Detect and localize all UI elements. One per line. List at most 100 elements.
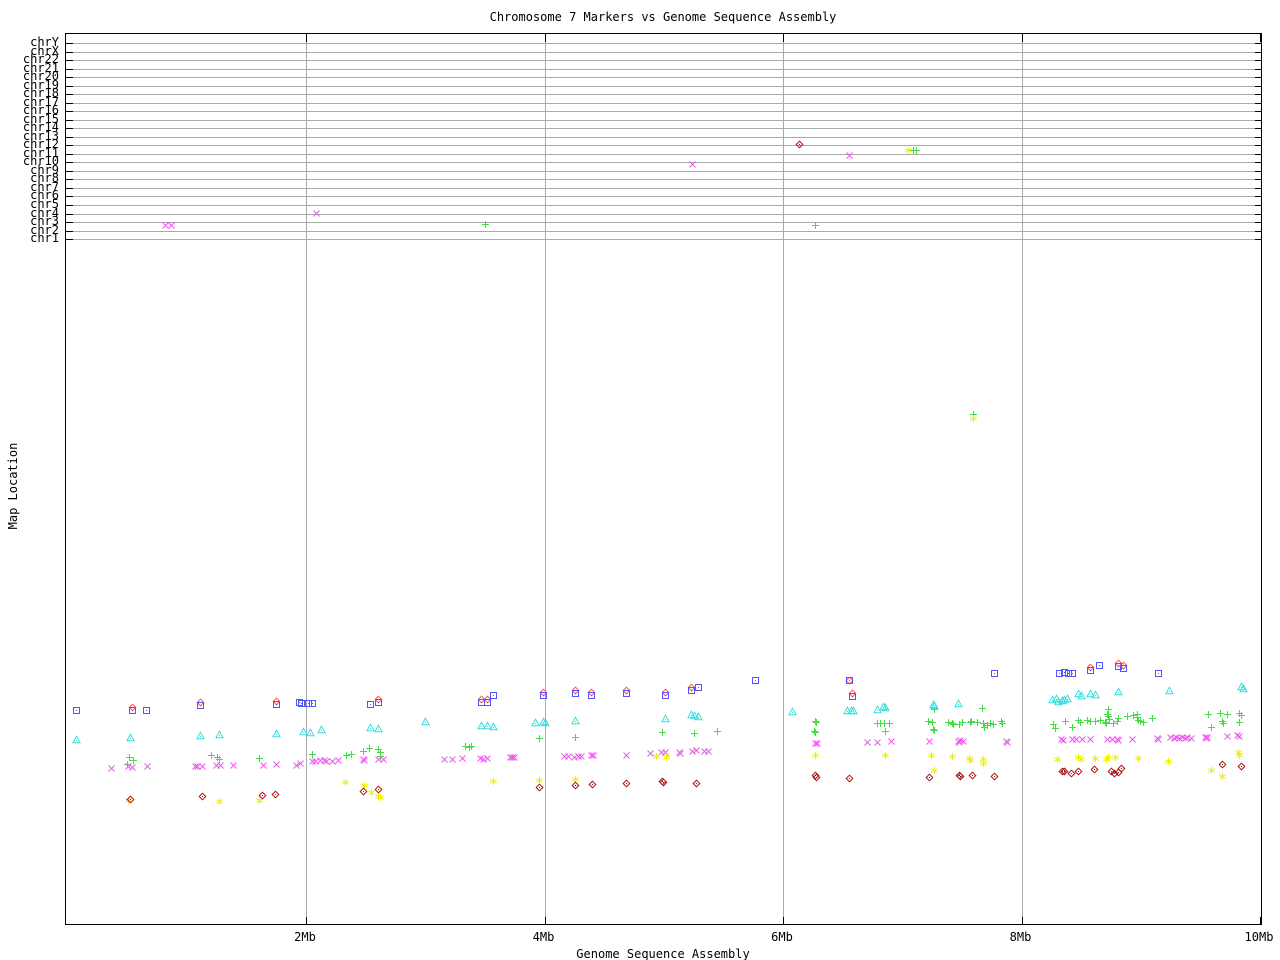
data-point-gm99-gb4 bbox=[571, 731, 580, 741]
data-point-tng bbox=[510, 751, 519, 761]
data-point-gm99-g3 bbox=[692, 777, 701, 788]
data-point-tng bbox=[379, 753, 388, 763]
chromosome-gridline bbox=[66, 239, 1261, 241]
data-point-gm99-gb4 bbox=[930, 724, 939, 734]
data-point-wi-yac bbox=[929, 698, 938, 708]
data-point-tng bbox=[887, 735, 896, 745]
data-point-gm99-g3 bbox=[588, 778, 597, 789]
data-point-gm99-g3 bbox=[126, 793, 135, 804]
data-point-tng bbox=[198, 760, 207, 770]
data-point-wi-yac bbox=[930, 699, 939, 709]
data-point-tng bbox=[448, 753, 457, 763]
chromosome-gridline bbox=[66, 94, 1261, 96]
data-point-tng bbox=[322, 755, 331, 765]
data-point-gm99-gb4 bbox=[1105, 713, 1114, 723]
data-point-wi-yac bbox=[214, 728, 224, 738]
data-point-gm99-gb4 bbox=[1076, 716, 1085, 726]
data-point-wi-yac bbox=[1165, 684, 1174, 694]
data-point-wi-yac bbox=[483, 719, 492, 729]
chromosome-label-chr21: chr21 bbox=[22, 60, 59, 75]
chromosome-gridline bbox=[66, 119, 1261, 121]
y-axis-label: Map Location bbox=[6, 442, 20, 530]
chromosome-gridline bbox=[66, 60, 1261, 62]
data-point-wi-rh bbox=[966, 754, 975, 764]
data-point-wi-yac bbox=[881, 701, 891, 711]
x-gridline bbox=[306, 34, 307, 924]
data-point-gm99-gb4 bbox=[347, 748, 356, 758]
y-axis-tick bbox=[66, 77, 73, 79]
data-point-wi-yac bbox=[690, 709, 700, 719]
data-point-wi-rh bbox=[662, 751, 671, 761]
y-axis-tick bbox=[1255, 136, 1262, 138]
chromosome-label-chr9: chr9 bbox=[30, 162, 59, 177]
chromosome-gridline bbox=[66, 136, 1261, 138]
chromosome-gridline bbox=[66, 204, 1261, 206]
chromosome-label-chr13: chr13 bbox=[22, 128, 59, 143]
data-point-gm99-gb4 bbox=[342, 749, 351, 759]
data-point-wi-yac bbox=[660, 712, 670, 722]
data-point-tng bbox=[589, 749, 598, 759]
data-point-tng bbox=[959, 735, 968, 745]
data-point-gm99-gb4 bbox=[1139, 716, 1148, 726]
data-point-marshfield bbox=[990, 667, 999, 677]
y-axis-tick bbox=[66, 102, 73, 104]
chromosome-gridline bbox=[66, 85, 1261, 87]
data-point-marshfield bbox=[489, 689, 498, 699]
data-point-tng bbox=[292, 759, 301, 769]
data-point-wi-yac bbox=[366, 721, 375, 731]
data-point-wi-yac bbox=[317, 723, 327, 733]
data-point-tng bbox=[259, 759, 268, 769]
data-point-wi-rh bbox=[360, 779, 369, 789]
data-point-tng bbox=[661, 746, 670, 756]
data-point-tng bbox=[1078, 733, 1087, 743]
data-point-gm99-gb4 bbox=[1148, 712, 1157, 722]
x-gridline bbox=[544, 34, 546, 924]
data-point-marshfield bbox=[661, 689, 670, 699]
y-axis-tick bbox=[66, 145, 73, 147]
data-point-tng bbox=[925, 735, 934, 745]
data-point-gm99-gb4 bbox=[998, 717, 1007, 727]
data-point-gm99-g3 bbox=[1074, 765, 1083, 776]
data-point-tng bbox=[1108, 733, 1117, 743]
chromosome-gridline bbox=[66, 111, 1261, 113]
chromosome-label-chr20: chr20 bbox=[22, 69, 59, 84]
data-point-tng bbox=[1114, 734, 1123, 744]
y-axis-tick bbox=[66, 239, 73, 241]
data-point-tng bbox=[692, 744, 701, 754]
chromosome-gridline bbox=[66, 179, 1261, 181]
data-point-tng bbox=[312, 207, 321, 217]
y-axis-tick bbox=[1255, 77, 1262, 79]
data-point-wi-rh bbox=[881, 749, 890, 759]
chromosome-label-chr15: chr15 bbox=[22, 111, 59, 126]
x-gridline bbox=[783, 34, 784, 924]
data-point-gm99-gb4 bbox=[810, 725, 819, 735]
y-axis-tick bbox=[66, 51, 73, 53]
y-axis-tick bbox=[1255, 85, 1262, 87]
data-point-tng bbox=[440, 753, 449, 763]
data-point-gm99-gb4 bbox=[881, 725, 890, 735]
data-point-wi-rh bbox=[1134, 752, 1143, 762]
x-axis-tick bbox=[544, 917, 546, 925]
chromosome-label-chr6: chr6 bbox=[30, 188, 59, 203]
data-point-gm99-gb4 bbox=[1204, 708, 1213, 718]
y-axis-tick bbox=[66, 128, 73, 130]
data-point-gm99-gb4 bbox=[713, 725, 722, 735]
chromosome-gridline bbox=[66, 153, 1261, 155]
chromosome-label-chrX: chrX bbox=[30, 43, 59, 58]
data-point-gm99-g3 bbox=[795, 138, 804, 149]
data-point-wi-rh bbox=[811, 749, 820, 759]
data-point-marshfield bbox=[1119, 662, 1128, 672]
data-point-tng bbox=[1203, 731, 1212, 741]
data-point-gm99-gb4 bbox=[978, 702, 987, 712]
data-point-marshfield bbox=[622, 687, 631, 697]
data-point-marshfield bbox=[1095, 659, 1104, 669]
data-point-tng bbox=[1059, 734, 1068, 744]
data-point-marshfield bbox=[196, 699, 205, 709]
data-point-gm99-gb4 bbox=[207, 749, 216, 759]
data-point-gm99-gb4 bbox=[1101, 716, 1110, 726]
data-point-tng bbox=[1128, 733, 1137, 743]
data-point-tng bbox=[458, 752, 467, 762]
data-point-gm99-gb4 bbox=[924, 715, 933, 725]
chromosome-label-chr17: chr17 bbox=[22, 94, 59, 109]
y-axis-tick bbox=[66, 153, 73, 155]
